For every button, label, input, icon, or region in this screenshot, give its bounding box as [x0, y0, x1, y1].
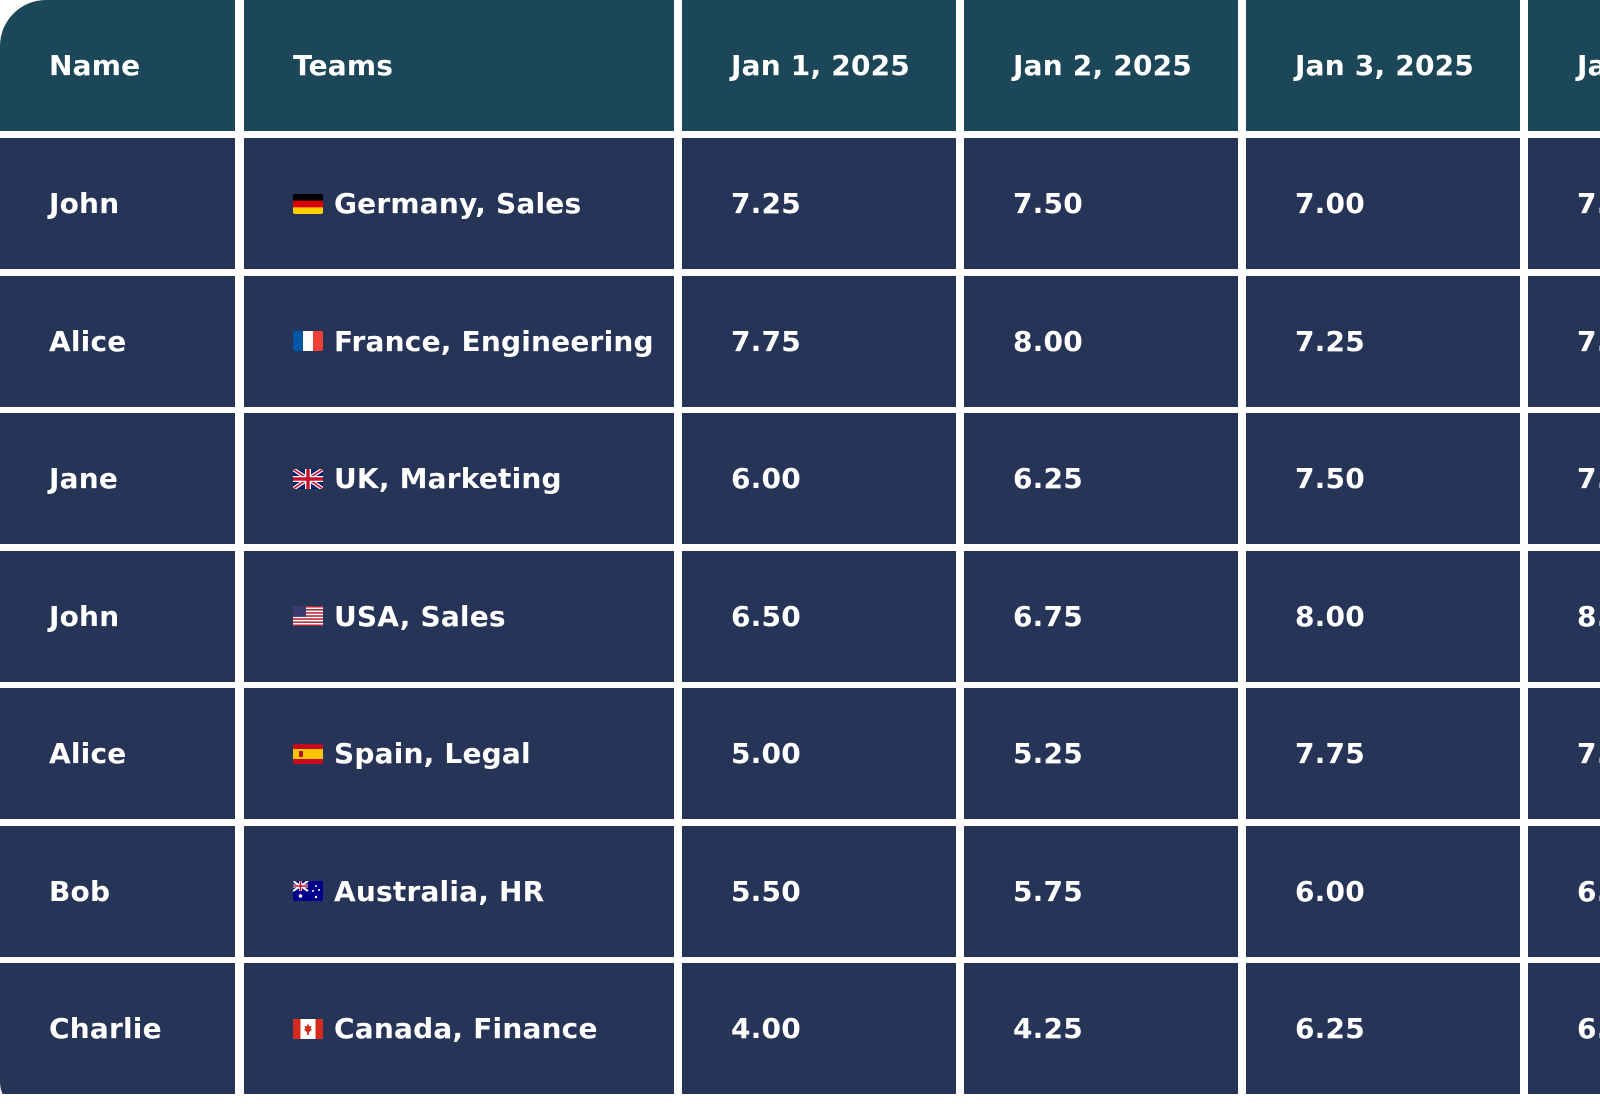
flag-france-icon	[293, 331, 323, 351]
cell-team-label: Australia, HR	[334, 874, 545, 908]
cell-hours-date-1[interactable]: 7.25	[682, 138, 956, 269]
cell-team[interactable]: Australia, HR	[244, 825, 674, 957]
cell-team[interactable]: France, Engineering	[244, 275, 674, 407]
header-teams[interactable]: Teams	[244, 0, 674, 131]
cell-hours-date-4[interactable]: 7.	[1528, 413, 1600, 544]
cell-hours-date-3[interactable]: 6.25	[1246, 963, 1520, 1094]
cell-hours-date-3[interactable]: 7.25	[1246, 275, 1520, 407]
cell-hours-date-3[interactable]: 7.50	[1246, 413, 1520, 544]
flag-australia-icon	[293, 881, 323, 901]
cell-name[interactable]: John	[0, 550, 235, 682]
cell-hours-date-2[interactable]: 6.75	[964, 550, 1238, 682]
cell-hours-date-1[interactable]: 5.50	[682, 825, 956, 957]
cell-hours-date-4[interactable]: 7.	[1528, 138, 1600, 269]
cell-hours-date-1[interactable]: 7.75	[682, 275, 956, 407]
cell-name[interactable]: Bob	[0, 825, 235, 957]
cell-team-label: France, Engineering	[334, 324, 654, 358]
cell-hours-date-2[interactable]: 5.25	[964, 688, 1238, 819]
cell-hours-date-4[interactable]: 7.	[1528, 275, 1600, 407]
cell-hours-date-3[interactable]: 7.00	[1246, 138, 1520, 269]
cell-team-label: UK, Marketing	[334, 462, 562, 495]
cell-hours-date-4[interactable]: 8.	[1528, 550, 1600, 682]
cell-hours-date-4[interactable]: 6.	[1528, 963, 1600, 1094]
flag-germany-icon	[293, 193, 323, 214]
cell-hours-date-4[interactable]: 6.	[1528, 825, 1600, 957]
cell-hours-date-1[interactable]: 6.50	[682, 550, 956, 682]
cell-hours-date-1[interactable]: 4.00	[682, 963, 956, 1094]
cell-hours-date-1[interactable]: 5.00	[682, 688, 956, 819]
cell-name[interactable]: Alice	[0, 688, 235, 819]
cell-hours-date-3[interactable]: 6.00	[1246, 825, 1520, 957]
cell-name[interactable]: Alice	[0, 275, 235, 407]
cell-hours-date-2[interactable]: 4.25	[964, 963, 1238, 1094]
flag-spain-icon	[293, 743, 323, 764]
cell-team-label: Germany, Sales	[334, 187, 582, 220]
cell-team-label: Spain, Legal	[334, 737, 531, 770]
cell-hours-date-3[interactable]: 7.75	[1246, 688, 1520, 819]
header-date-4[interactable]: Ja	[1528, 0, 1600, 131]
cell-team[interactable]: Canada, Finance	[244, 963, 674, 1094]
cell-team[interactable]: Spain, Legal	[244, 688, 674, 819]
cell-hours-date-2[interactable]: 7.50	[964, 138, 1238, 269]
cell-team[interactable]: UK, Marketing	[244, 413, 674, 544]
header-date-1[interactable]: Jan 1, 2025	[682, 0, 956, 131]
cell-team[interactable]: USA, Sales	[244, 550, 674, 682]
cell-hours-date-2[interactable]: 6.25	[964, 413, 1238, 544]
cell-team-label: Canada, Finance	[334, 1012, 598, 1045]
header-date-2[interactable]: Jan 2, 2025	[964, 0, 1238, 131]
header-date-3[interactable]: Jan 3, 2025	[1246, 0, 1520, 131]
cell-name[interactable]: John	[0, 138, 235, 269]
cell-hours-date-2[interactable]: 5.75	[964, 825, 1238, 957]
flag-canada-icon	[293, 1018, 323, 1039]
cell-hours-date-3[interactable]: 8.00	[1246, 550, 1520, 682]
cell-team[interactable]: Germany, Sales	[244, 138, 674, 269]
cell-name[interactable]: Charlie	[0, 963, 235, 1094]
flag-usa-icon	[293, 606, 323, 626]
header-name[interactable]: Name	[0, 0, 235, 131]
cell-hours-date-1[interactable]: 6.00	[682, 413, 956, 544]
cell-team-label: USA, Sales	[334, 599, 506, 633]
cell-hours-date-2[interactable]: 8.00	[964, 275, 1238, 407]
cell-hours-date-4[interactable]: 7.	[1528, 688, 1600, 819]
cell-name[interactable]: Jane	[0, 413, 235, 544]
flag-uk-icon	[293, 468, 323, 489]
